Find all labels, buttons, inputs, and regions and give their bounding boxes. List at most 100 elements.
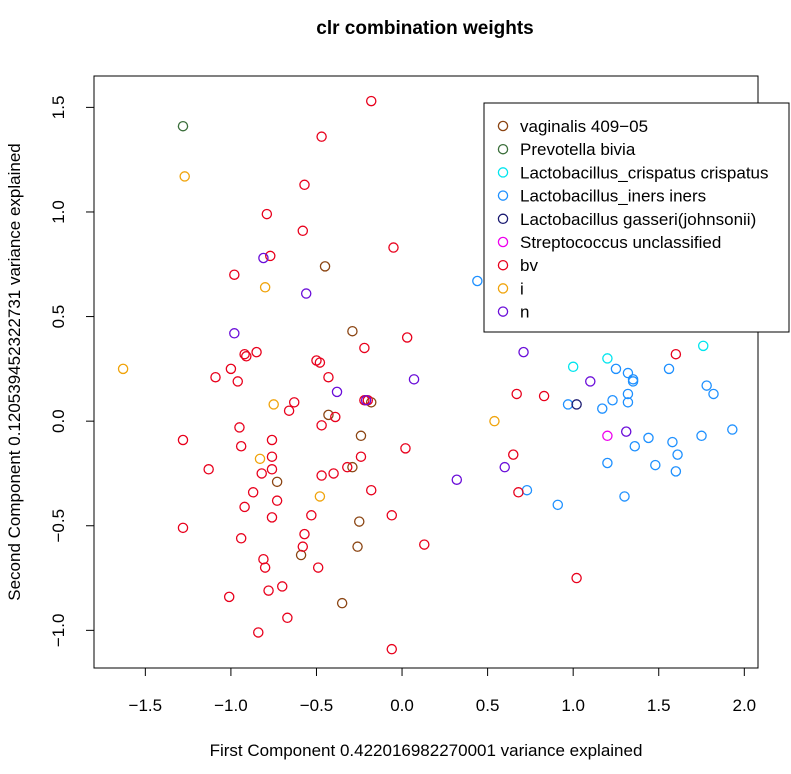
data-point-series-6 [235,533,247,544]
legend-label: i [520,279,524,298]
data-point-series-8 [360,394,372,406]
legend-label: Lactobacillus_crispatus crispatus [520,163,769,182]
data-point-series-6 [229,269,240,280]
y-tick-label: 0.5 [49,305,68,329]
data-point-series-6 [256,468,267,479]
data-point-series-0 [352,541,363,552]
data-point-series-2 [697,340,709,352]
data-point-series-6 [314,357,326,368]
data-point-series-6 [251,346,262,358]
legend-label: Streptococcus unclassified [520,233,721,252]
data-point-series-6 [265,250,276,262]
data-point-series-3 [472,275,483,287]
data-point-series-8 [300,288,312,299]
data-point-series-7 [254,453,266,465]
data-point-series-6 [365,95,377,107]
data-point-series-6 [670,348,682,360]
data-point-series-8 [499,461,510,473]
data-point-series-6 [388,242,399,253]
data-point-series-0 [319,261,331,272]
data-point-series-3 [521,484,533,496]
data-point-series-3 [629,441,641,452]
data-point-series-6 [508,449,519,460]
data-points [117,95,738,655]
data-point-series-6 [355,451,367,462]
data-point-series-8 [518,346,529,358]
data-point-series-6 [258,553,269,565]
data-point-series-6 [511,388,522,400]
legend-marker [497,143,509,155]
legend-marker [497,259,509,271]
data-point-series-0 [355,430,367,442]
data-point-series-3 [597,403,608,414]
x-axis: −1.5 −1.0 −0.5 0.0 0.5 1.0 1.5 2.0 [129,667,756,715]
data-point-series-6 [259,562,271,573]
data-point-series-7 [489,415,500,427]
data-point-series-3 [696,430,707,442]
data-point-series-6 [328,468,339,479]
x-axis-label: First Component 0.422016982270001 varian… [210,741,643,760]
data-point-series-3 [627,376,639,387]
data-point-series-6 [235,441,247,452]
data-point-series-6 [283,405,295,416]
data-point-series-8 [620,426,632,437]
data-point-series-6 [288,397,300,408]
legend-label: Prevotella bivia [520,140,636,159]
y-tick-label: −0.5 [49,509,68,543]
data-point-series-6 [247,487,259,498]
data-point-series-6 [253,627,264,638]
x-tick-label: 0.0 [390,696,414,715]
data-point-series-5 [602,430,613,442]
x-tick-label: 1.5 [647,696,671,715]
data-point-series-6 [223,591,235,603]
data-point-series-6 [419,539,430,550]
data-point-series-8 [408,374,420,385]
data-point-series-3 [622,367,634,379]
legend-box [483,102,790,333]
data-point-series-3 [708,388,719,400]
legend-marker [497,283,509,294]
data-point-series-7 [259,282,271,293]
data-point-series-6 [239,348,250,360]
legend-marker [497,167,509,178]
data-point-series-6 [306,510,317,521]
data-point-series-3 [663,363,675,375]
x-tick-label: 0.5 [476,696,500,715]
data-point-series-6 [266,434,278,446]
legend-label: n [520,303,529,322]
y-tick-label: 1.0 [49,200,68,224]
data-point-series-0 [354,516,365,527]
data-point-series-0 [271,476,283,488]
data-point-series-0 [347,461,358,473]
data-point-series-3 [643,432,654,444]
data-point-series-7 [268,399,279,410]
data-point-series-3 [610,363,622,375]
data-point-series-6 [271,495,283,506]
y-axis: −1.0 −0.5 0.0 0.5 1.0 1.5 [49,96,95,648]
legend-marker [497,120,509,132]
y-tick-label: −1.0 [49,614,68,648]
data-point-series-3 [650,459,661,471]
data-point-series-8 [585,376,596,387]
chart-title: clr combination weights [316,18,533,39]
data-point-series-0 [347,325,358,337]
data-point-series-6 [571,572,582,584]
legend-marker [497,213,509,225]
data-point-series-6 [266,464,278,475]
data-point-series-6 [282,612,293,624]
legend-marker [497,306,509,317]
legend-marker [497,236,509,248]
data-point-series-6 [297,541,309,552]
data-point-series-8 [258,252,269,264]
data-point-series-6 [386,510,398,521]
x-tick-label: −0.5 [300,696,334,715]
data-point-series-3 [602,457,613,469]
legend-label: Lactobacillus_iners iners [520,187,706,206]
data-point-series-3 [670,466,682,477]
data-point-series-6 [234,422,245,433]
x-tick-label: 1.0 [561,696,585,715]
data-point-series-6 [177,434,189,446]
data-point-series-8 [331,386,343,398]
data-point-series-6 [538,390,550,402]
data-point-series-6 [342,461,353,473]
